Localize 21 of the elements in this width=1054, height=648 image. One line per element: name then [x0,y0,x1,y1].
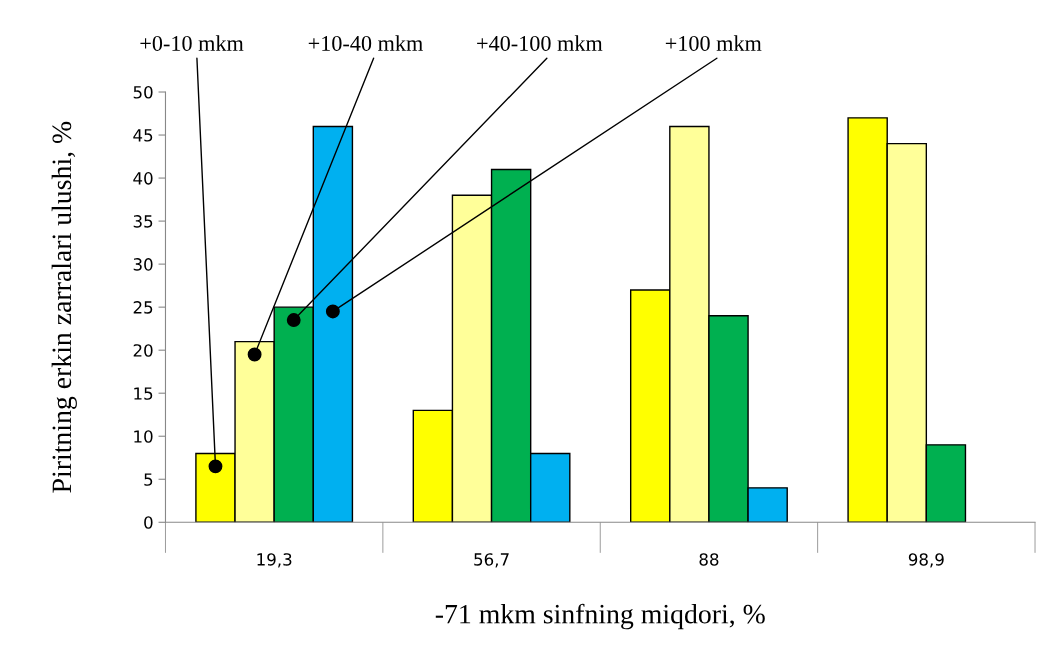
text: +40-100 mkm [477,35,603,51]
text: +10-40 mkm [308,35,423,51]
text: +100 mkm [665,35,762,51]
x-tick-label: 19,3 [257,553,292,568]
text: +0-10 mkm [140,35,244,51]
y-tick-label: 5 [144,473,153,486]
y-tick-label: 15 [134,387,153,400]
x-tick-label: 98,9 [908,553,944,568]
y-tick-label: 20 [133,344,153,357]
y-tick-label: 40 [133,172,153,185]
x-tick-label: 88 [699,553,719,566]
x-axis-title: -71 mkm sinfning miqdori, % [435,603,765,630]
y-tick-label: 35 [133,215,153,228]
y-tick-label: 10 [134,430,153,443]
y-tick-label: 0 [144,516,153,529]
x-tick-label: 56,7 [474,553,509,568]
y-tick-label: 45 [133,129,153,142]
y-tick-label: 50 [133,85,153,99]
y-tick-label: 30 [133,258,153,271]
y-axis-title: Piritning erkin zarralari ulushi, % [51,121,77,493]
y-tick-label: 25 [133,301,153,314]
